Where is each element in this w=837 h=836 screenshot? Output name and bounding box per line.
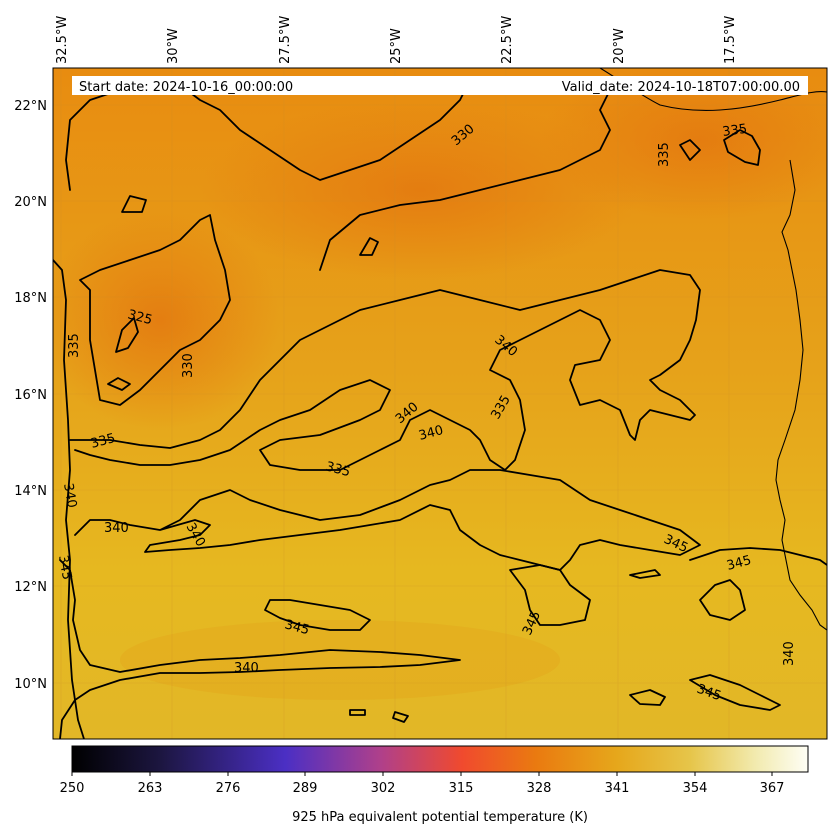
contour-label: 340: [60, 482, 79, 509]
lat-label: 10°N: [14, 677, 47, 692]
lat-label: 20°N: [14, 195, 47, 210]
lat-label: 18°N: [14, 291, 47, 306]
lon-label: 32.5°W: [55, 16, 70, 64]
lon-label: 25°W: [389, 28, 404, 64]
contour-label: 340: [104, 521, 129, 536]
colorbar-tick: 315: [449, 781, 474, 796]
colorbar-tick: 328: [527, 781, 552, 796]
contour-label: 340: [234, 661, 259, 676]
lon-label: 22.5°W: [500, 16, 515, 64]
colorbar-tick: 367: [760, 781, 785, 796]
contour-label: 335: [721, 122, 748, 140]
colorbar-tick: 354: [683, 781, 708, 796]
longitude-labels: 32.5°W 30°W 27.5°W 25°W 22.5°W 20°W 17.5…: [55, 16, 738, 64]
colorbar-tick: 276: [216, 781, 241, 796]
colorbar-tick: 263: [138, 781, 163, 796]
lon-label: 17.5°W: [723, 16, 738, 64]
colorbar-tick: 250: [60, 781, 85, 796]
info-banner: [72, 76, 808, 95]
lat-label: 22°N: [14, 99, 47, 114]
lon-label: 30°W: [166, 28, 181, 64]
contour-label: 340: [782, 641, 797, 666]
colorbar-gradient: [71, 745, 809, 773]
contour-label: 345: [55, 554, 74, 581]
contour-label: 330: [181, 353, 196, 378]
colorbar-tick: 302: [371, 781, 396, 796]
contour-labels: 330 335 325 335 330 340 340 335 335 340 …: [55, 122, 797, 705]
contour-label: 335: [67, 333, 82, 358]
contour-label: 340: [417, 423, 445, 444]
colorbar: 250 263 276 289 302 315 328 341 354 367 …: [60, 745, 809, 825]
contour-label: 345: [725, 553, 753, 574]
latitude-labels: 22°N 20°N 18°N 16°N 14°N 12°N 10°N: [14, 99, 47, 692]
colorbar-tick: 341: [605, 781, 630, 796]
lat-label: 12°N: [14, 580, 47, 595]
contour-label: 335: [89, 431, 117, 452]
contour-label: 345: [283, 617, 311, 638]
lat-label: 16°N: [14, 388, 47, 403]
start-date: Start date: 2024-10-16_00:00:00: [79, 80, 293, 95]
colorbar-label: 925 hPa equivalent potential temperature…: [292, 810, 588, 825]
contour-label: 325: [126, 307, 154, 328]
colorbar-tick: 289: [293, 781, 318, 796]
contour-label: 335: [324, 459, 352, 480]
valid-date: Valid_date: 2024-10-18T07:00:00.00: [562, 80, 800, 95]
contour-lines: [53, 79, 827, 739]
lon-label: 20°W: [612, 28, 627, 64]
lon-label: 27.5°W: [278, 16, 293, 64]
contour-label: 335: [657, 142, 672, 167]
lat-label: 14°N: [14, 484, 47, 499]
map-panel: 330 335 325 335 330 340 340 335 335 340 …: [53, 68, 827, 739]
